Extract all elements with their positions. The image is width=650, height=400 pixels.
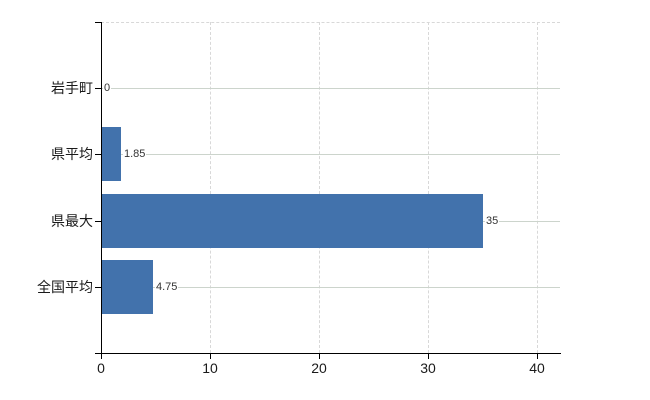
- value-label: 4.75: [155, 280, 179, 294]
- gridline-vertical: [319, 22, 320, 353]
- y-tick-mark: [95, 154, 101, 155]
- x-tick-mark: [101, 353, 102, 359]
- x-tick-label: 20: [311, 360, 327, 376]
- y-tick-mark: [95, 88, 101, 89]
- gridline-row: [101, 287, 560, 288]
- x-tick-mark: [210, 353, 211, 359]
- gridline-top: [101, 22, 560, 23]
- category-label: 岩手町: [51, 80, 93, 96]
- y-axis-line: [101, 22, 102, 354]
- gridline-vertical: [537, 22, 538, 353]
- x-tick-mark: [428, 353, 429, 359]
- category-label: 全国平均: [37, 279, 93, 295]
- y-tick-mark: [95, 221, 101, 222]
- x-tick-label: 40: [529, 360, 545, 376]
- x-tick-label: 30: [420, 360, 436, 376]
- gridline-vertical: [428, 22, 429, 353]
- value-label: 1.85: [123, 147, 147, 161]
- bar: [101, 127, 121, 181]
- x-tick-label: 10: [202, 360, 218, 376]
- gridline-vertical: [210, 22, 211, 353]
- value-label: 0: [103, 81, 112, 95]
- category-label: 県平均: [51, 146, 93, 162]
- category-label: 県最大: [51, 213, 93, 229]
- gridline-row: [101, 154, 560, 155]
- gridline-row: [101, 88, 560, 89]
- bar: [101, 260, 153, 314]
- y-tick-mark: [95, 287, 101, 288]
- y-axis-top-tick: [95, 22, 101, 23]
- x-axis-line: [95, 353, 561, 354]
- x-tick-label: 0: [97, 360, 105, 376]
- x-tick-mark: [319, 353, 320, 359]
- bar: [101, 194, 483, 248]
- x-tick-mark: [537, 353, 538, 359]
- value-label: 35: [485, 214, 500, 228]
